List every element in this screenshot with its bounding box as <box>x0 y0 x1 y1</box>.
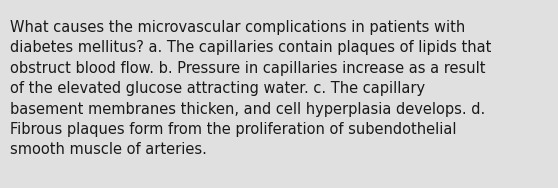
Text: What causes the microvascular complications in patients with
diabetes mellitus? : What causes the microvascular complicati… <box>10 20 492 157</box>
